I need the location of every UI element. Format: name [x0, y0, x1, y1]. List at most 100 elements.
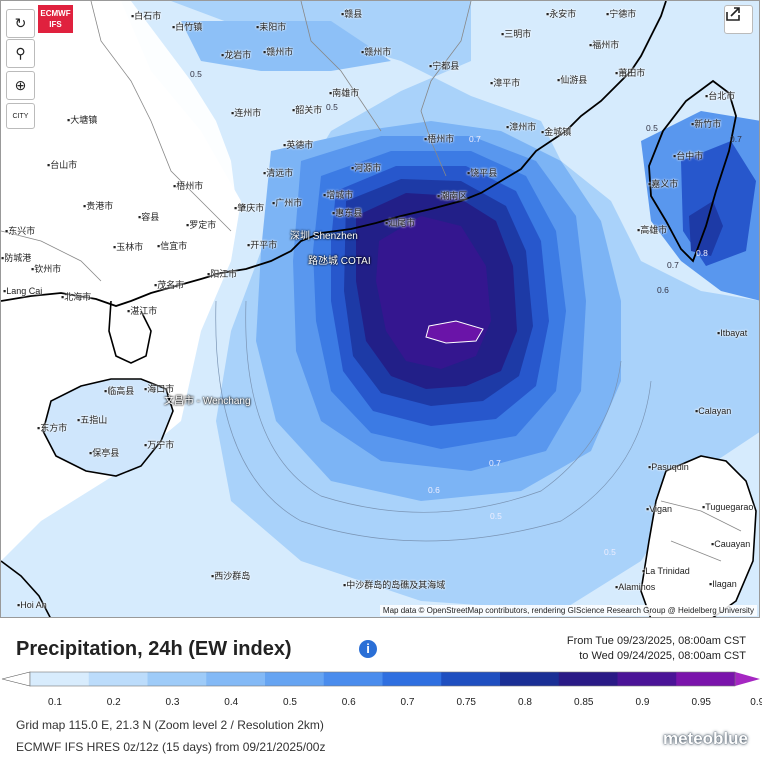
city-label: ▪梧州市	[424, 134, 455, 144]
share-icon	[726, 7, 740, 21]
color-legend	[1, 671, 760, 687]
zoom-icon[interactable]: ⊕	[6, 71, 35, 100]
contour-label: 0.7	[469, 134, 481, 144]
city-label: ▪开平市	[247, 240, 278, 250]
ecmwf-logo: ECMWF IFS	[38, 5, 73, 33]
city-label: ▪保亭县	[89, 448, 120, 458]
legend-swatch	[323, 672, 383, 686]
city-label: ▪钦州市	[31, 264, 62, 274]
city-label: ▪潮南区	[437, 191, 468, 201]
city-label: ▪信宜市	[157, 241, 188, 251]
city-label: ▪英德市	[283, 140, 314, 150]
city-label: ▪台中市	[673, 151, 704, 161]
legend-swatch	[558, 672, 618, 686]
city-label: ▪惠东县	[332, 208, 363, 218]
city-label: ▪湛江市	[127, 306, 158, 316]
legend-border	[29, 671, 736, 687]
city-label: ▪贵港市	[83, 201, 114, 211]
info-icon[interactable]: i	[359, 640, 377, 658]
legend-max-arrow	[735, 672, 760, 686]
logo-line-1: ECMWF	[40, 9, 71, 18]
city-label: ▪台北市	[705, 91, 736, 101]
legend-tick-label: 0.75	[456, 697, 476, 708]
legend-tick-label: 0.5	[283, 697, 297, 708]
legend-swatch	[30, 672, 90, 686]
legend-tick-label: 0.6	[341, 697, 356, 708]
city-label: ▪肇庆市	[234, 203, 265, 213]
legend-tick-label: 0.1	[48, 697, 62, 708]
city-label: ▪赣州市	[263, 47, 294, 57]
map-canvas	[1, 1, 759, 617]
city-label: ▪饶平县	[467, 168, 498, 178]
reload-icon[interactable]: ↻	[6, 9, 35, 38]
city-label: ▪清远市	[263, 168, 294, 178]
share-button[interactable]	[724, 5, 753, 34]
city-label: ▪Calayan	[695, 406, 732, 416]
legend-tick-label: 0.9	[635, 697, 650, 708]
legend-swatch	[676, 672, 736, 686]
city-label: ▪Ilagan	[709, 579, 737, 589]
precipitation-map[interactable]: ECMWF IFS ↻ ⚲ ⊕ CITY ▪白石市 ▪白竹镇 ▪耒阳市 ▪赣县 ▪永安市 ▪宁德…	[0, 0, 760, 618]
contour-label: 0.6	[657, 285, 669, 295]
contour-label: 0.5	[604, 547, 616, 557]
period-to: to Wed 09/24/2025, 08:00am CST	[579, 650, 746, 662]
model-info: ECMWF IFS HRES 0z/12z (15 days) from 09/…	[16, 740, 326, 754]
city-label: ▪高雄市	[637, 225, 668, 235]
legend-tick-label: 0.2	[106, 697, 121, 708]
brand-logo: meteoblue	[662, 729, 748, 748]
contour-label: 0.6	[428, 485, 440, 495]
legend-swatch	[206, 672, 266, 686]
city-label: ▪Vigan	[646, 504, 673, 514]
city-label: ▪东方市	[37, 423, 68, 433]
city-label: ▪Cauayan	[711, 539, 751, 549]
city-label: ▪茂名市	[154, 280, 185, 290]
city-label: ▪三明市	[501, 29, 532, 39]
city-label: ▪阳江市	[207, 269, 238, 279]
contour-label: 0.7	[489, 458, 501, 468]
city-label: ▪西沙群岛	[211, 571, 251, 581]
legend-swatch	[382, 672, 442, 686]
contour-label: 0.5	[490, 511, 502, 521]
city-label: ▪白竹镇	[172, 22, 203, 32]
legend-min-arrow	[1, 671, 31, 687]
city-label: ▪漳州市	[506, 122, 537, 132]
forecast-period: From Tue 09/23/2025, 08:00am CST to Wed …	[567, 634, 746, 664]
city-label: ▪五指山	[77, 415, 108, 425]
city-label: ▪宁德市	[606, 9, 637, 19]
city-label: ▪赣州市	[361, 47, 392, 57]
contour-label: 0.5	[646, 123, 658, 133]
city-label: ▪连州市	[231, 108, 262, 118]
city-label: ▪中沙群岛的岛礁及其海域	[343, 580, 446, 590]
grid-info: Grid map 115.0 E, 21.3 N (Zoom level 2 /…	[16, 718, 324, 732]
city-label: ▪嘉义市	[648, 179, 679, 189]
city-label: ▪韶关市	[292, 105, 323, 115]
contour-label: 0.8	[696, 248, 708, 258]
legend-tick-label: 0.3	[165, 697, 180, 708]
legend-tick-label: 0.85	[574, 697, 594, 708]
city-toggle[interactable]: CITY	[6, 103, 35, 129]
city-label: ▪宁都县	[429, 61, 460, 71]
city-label: ▪北海市	[61, 292, 92, 302]
legend-tick-label: 0.8	[518, 697, 532, 708]
city-label: ▪漳平市	[490, 78, 521, 88]
city-label: ▪Lang Cai	[3, 286, 43, 296]
city-label: ▪耒阳市	[256, 22, 287, 32]
city-label: ▪Pasuquin	[648, 462, 689, 472]
city-label: ▪Hoi An	[17, 600, 47, 610]
legend-swatch	[265, 672, 325, 686]
period-from: From Tue 09/23/2025, 08:00am CST	[566, 635, 746, 647]
legend-tick-label: 0.99	[750, 697, 762, 708]
city-label: ▪南雄市	[329, 88, 360, 98]
city-label: ▪金城镇	[541, 127, 572, 137]
city-label: ▪Itbayat	[717, 328, 748, 338]
legend-swatch	[500, 672, 560, 686]
city-label: ▪临高县	[104, 386, 135, 396]
logo-line-2: IFS	[49, 20, 62, 29]
major-city-label: 文昌市 - Wenchang	[164, 396, 251, 407]
location-pin-icon[interactable]: ⚲	[6, 39, 35, 68]
city-label: ▪台山市	[47, 160, 78, 170]
city-label: ▪La Trinidad	[642, 566, 690, 576]
contour-label: 0.5	[190, 69, 202, 79]
city-label: ▪海口市	[144, 384, 175, 394]
contour-label: 0.5	[326, 102, 338, 112]
